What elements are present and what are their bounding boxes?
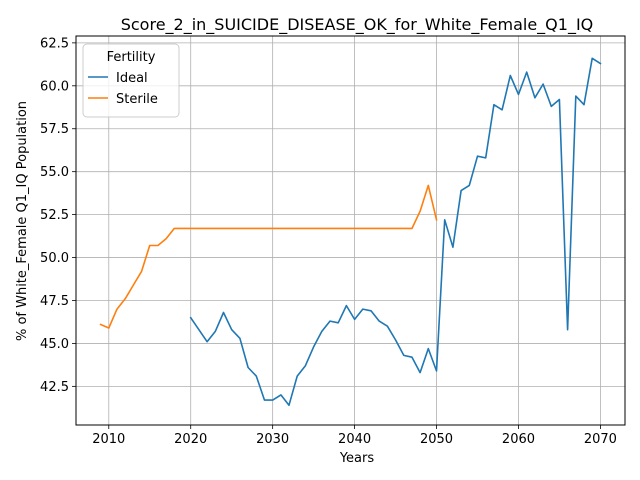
x-tick-label: 2020 (174, 432, 207, 447)
y-tick-label: 45.0 (40, 337, 69, 352)
y-tick-label: 47.5 (40, 294, 69, 309)
y-tick-label: 62.5 (40, 36, 69, 51)
legend-label-sterile: Sterile (116, 92, 158, 107)
x-tick-label: 2010 (92, 432, 125, 447)
y-tick-label: 60.0 (40, 79, 69, 94)
legend-label-ideal: Ideal (116, 71, 148, 86)
chart-title: Score_2_in_SUICIDE_DISEASE_OK_for_White_… (121, 15, 594, 35)
y-tick-label: 50.0 (40, 251, 69, 266)
legend-title: Fertility (107, 50, 156, 65)
y-tick-label: 52.5 (40, 208, 69, 223)
legend: Fertility Ideal Sterile (83, 44, 179, 117)
x-tick-label: 2060 (502, 432, 535, 447)
y-tick-label: 57.5 (40, 122, 69, 137)
y-tick-label: 55.0 (40, 165, 69, 180)
y-tick-label: 42.5 (40, 380, 69, 395)
x-tick-label: 2040 (338, 432, 371, 447)
y-axis-label: % of White_Female Q1_IQ Population (15, 101, 30, 341)
x-tick-label: 2050 (420, 432, 453, 447)
x-axis-label: Years (339, 451, 375, 466)
x-tick-label: 2030 (256, 432, 289, 447)
x-tick-label: 2070 (584, 432, 617, 447)
